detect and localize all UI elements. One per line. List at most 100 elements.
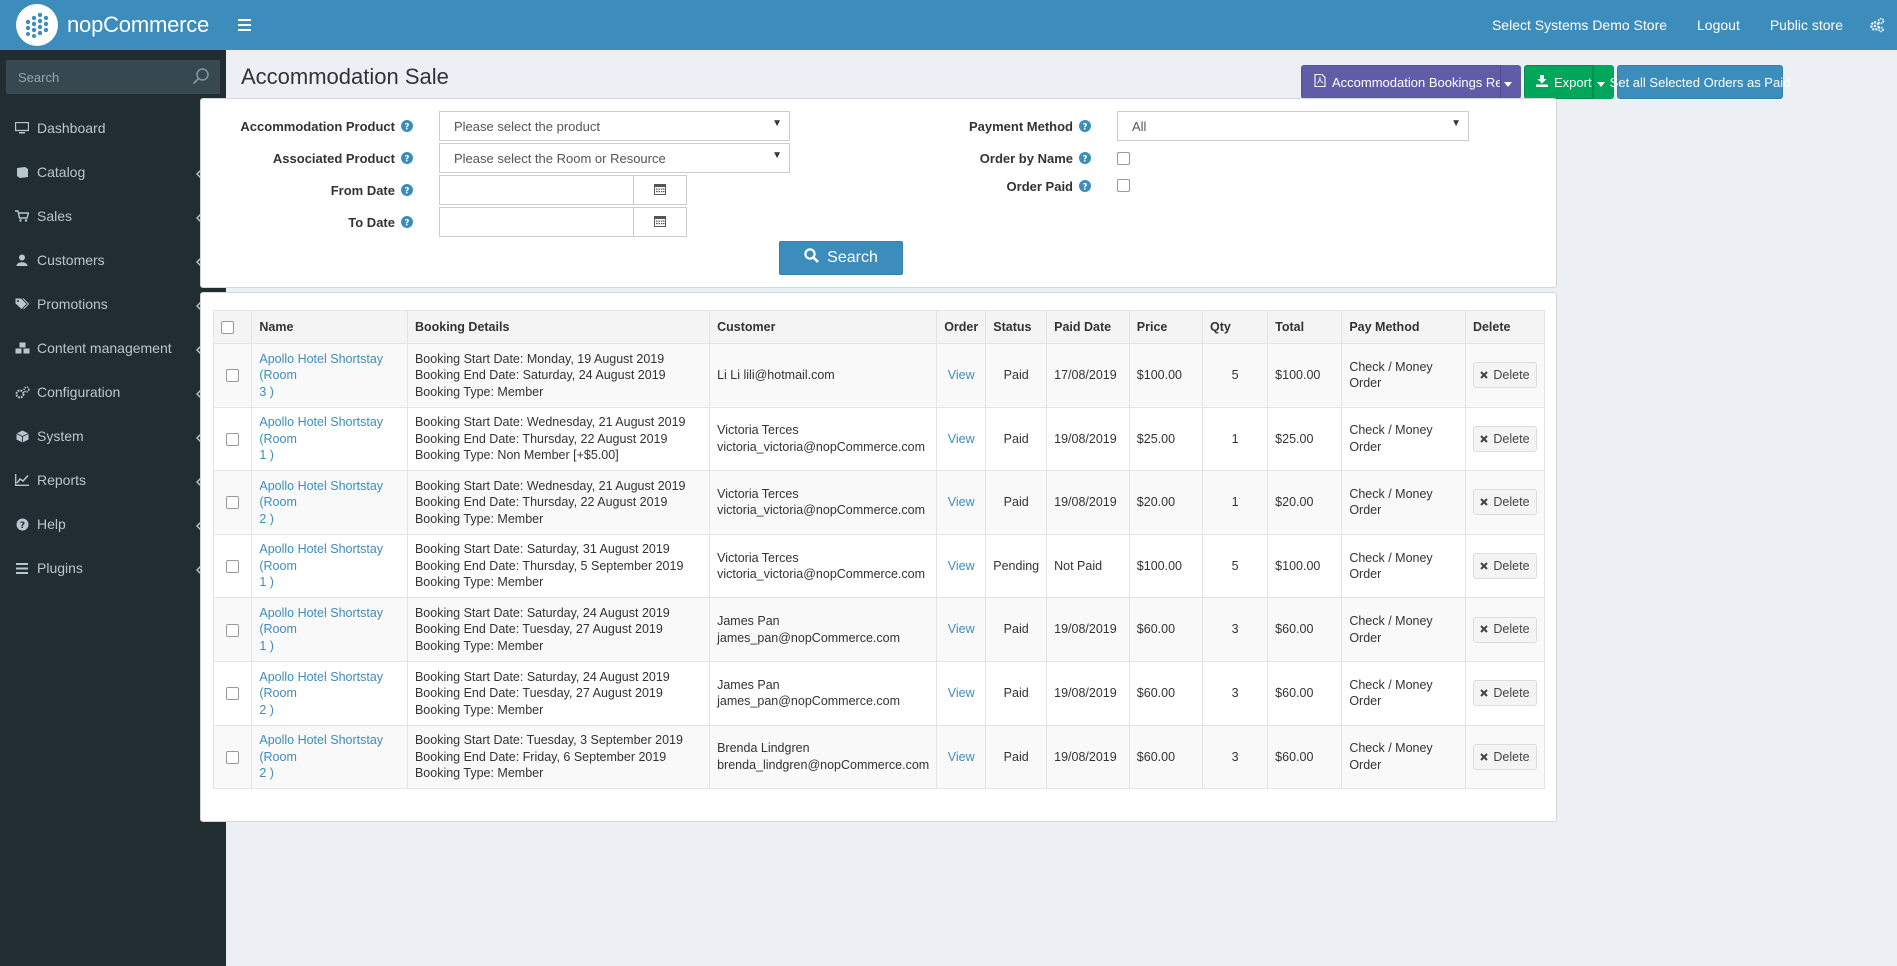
view-order-link[interactable]: View: [947, 622, 975, 637]
sidebar-item-dashboard[interactable]: Dashboard: [0, 106, 226, 150]
view-order-link[interactable]: View: [947, 495, 975, 510]
export-dropdown-toggle[interactable]: [1593, 65, 1614, 99]
accommodation-product-select[interactable]: Please select the product ▼: [439, 111, 790, 141]
product-name-link[interactable]: Apollo Hotel Shortstay (Room 2 ): [259, 670, 383, 717]
qty-cell: 3: [1201, 597, 1269, 662]
total-cell: $100.00: [1267, 533, 1343, 599]
customer-name: Brenda Lindgren: [717, 741, 810, 756]
delete-button[interactable]: Delete: [1472, 743, 1537, 770]
sidebar-toggle-button[interactable]: [238, 15, 256, 35]
select-value: Please select the Room or Resource: [454, 150, 666, 166]
row-checkbox[interactable]: [226, 750, 240, 764]
label-text: From Date: [330, 182, 395, 198]
sidebar-item-reports[interactable]: Reports: [0, 458, 226, 502]
product-name-link[interactable]: Apollo Hotel Shortstay (Room 1 ): [259, 415, 383, 462]
sidebar-item-sales[interactable]: Sales: [0, 194, 226, 238]
sidebar-item-configuration[interactable]: Configuration: [0, 370, 226, 414]
brand[interactable]: nopCommerce: [0, 0, 226, 50]
page-title: Accommodation Sale: [241, 64, 449, 89]
label-text: Associated Product: [272, 150, 395, 166]
search-icon[interactable]: [192, 67, 210, 88]
delete-cell: Delete: [1464, 660, 1546, 726]
associated-product-select[interactable]: Please select the Room or Resource ▼: [439, 143, 790, 173]
column-header-order[interactable]: Order: [936, 310, 987, 344]
view-order-link[interactable]: View: [947, 431, 975, 446]
from-date-input[interactable]: [439, 175, 634, 205]
delete-button[interactable]: Delete: [1472, 553, 1537, 580]
column-header-qty[interactable]: Qty: [1201, 310, 1269, 344]
set-selected-paid-button[interactable]: Set all Selected Orders as Paid: [1610, 65, 1790, 99]
close-icon: [1480, 431, 1493, 448]
help-icon[interactable]: ?: [401, 184, 413, 196]
caret-down-icon: ▼: [772, 118, 782, 129]
delete-button[interactable]: Delete: [1472, 425, 1537, 452]
view-order-link[interactable]: View: [947, 749, 975, 764]
help-icon[interactable]: ?: [401, 152, 413, 164]
report-dropdown-toggle[interactable]: [1500, 65, 1521, 99]
product-name-link[interactable]: Apollo Hotel Shortstay (Room 2 ): [259, 733, 383, 780]
delete-button[interactable]: Delete: [1472, 362, 1537, 389]
to-date-calendar-button[interactable]: [633, 207, 687, 237]
sidebar-item-help[interactable]: ? Help: [0, 502, 226, 546]
view-order-link[interactable]: View: [947, 368, 975, 383]
sidebar-item-promotions[interactable]: Promotions: [0, 282, 226, 326]
row-checkbox[interactable]: [226, 432, 240, 446]
delete-cell: Delete: [1464, 406, 1546, 472]
column-header-booking-details[interactable]: Booking Details: [406, 310, 711, 344]
row-checkbox[interactable]: [226, 560, 240, 574]
qty-cell: 3: [1201, 724, 1269, 790]
sidebar-search: [6, 60, 220, 94]
sidebar-item-content-management[interactable]: Content management: [0, 326, 226, 370]
public-store-link[interactable]: Public store: [1769, 17, 1843, 33]
help-icon[interactable]: ?: [1079, 152, 1091, 164]
row-checkbox[interactable]: [226, 687, 240, 701]
help-icon[interactable]: ?: [1079, 120, 1091, 132]
sidebar-item-customers[interactable]: Customers: [0, 238, 226, 282]
settings-gears-icon[interactable]: [1869, 17, 1885, 33]
product-name-line1: Apollo Hotel Shortstay (Room: [259, 415, 384, 446]
order-paid-checkbox[interactable]: [1117, 179, 1130, 192]
sidebar-item-plugins[interactable]: Plugins: [0, 546, 226, 590]
column-header-total[interactable]: Total: [1267, 310, 1343, 344]
row-checkbox[interactable]: [226, 496, 240, 510]
product-name-link[interactable]: Apollo Hotel Shortstay (Room 2 ): [259, 479, 383, 526]
column-header-customer[interactable]: Customer: [709, 310, 938, 344]
product-name-link[interactable]: Apollo Hotel Shortstay (Room 1 ): [259, 542, 383, 589]
help-icon[interactable]: ?: [401, 120, 413, 132]
accommodation-bookings-report-button[interactable]: Accommodation Bookings Report: [1301, 65, 1525, 99]
help-icon[interactable]: ?: [401, 216, 413, 228]
column-header-name[interactable]: Name: [251, 310, 408, 344]
column-header-price[interactable]: Price: [1128, 310, 1203, 344]
payment-method-select[interactable]: All ▼: [1117, 111, 1469, 141]
row-checkbox[interactable]: [226, 369, 240, 383]
column-header-pay-method[interactable]: Pay Method: [1341, 310, 1466, 344]
view-order-link[interactable]: View: [947, 686, 975, 701]
qty-cell: 5: [1201, 533, 1269, 599]
sidebar-item-catalog[interactable]: Catalog: [0, 150, 226, 194]
row-select-cell: [212, 660, 253, 726]
search-button[interactable]: Search: [779, 241, 903, 275]
select-all-checkbox[interactable]: [221, 321, 234, 335]
order-by-name-checkbox[interactable]: [1117, 152, 1130, 165]
close-icon: [1480, 494, 1493, 511]
sidebar-search-input[interactable]: [6, 60, 176, 94]
store-name-link[interactable]: Select Systems Demo Store: [1491, 17, 1668, 33]
svg-text:?: ?: [405, 122, 410, 132]
top-nav: Select Systems Demo Store Logout Public …: [1492, 0, 1897, 50]
column-header-status[interactable]: Status: [985, 310, 1048, 344]
delete-button[interactable]: Delete: [1472, 680, 1537, 707]
to-date-input[interactable]: [439, 207, 634, 237]
from-date-calendar-button[interactable]: [633, 175, 687, 205]
logout-link[interactable]: Logout: [1697, 17, 1740, 33]
help-icon[interactable]: ?: [1079, 180, 1091, 192]
row-checkbox[interactable]: [226, 623, 240, 637]
product-name-link[interactable]: Apollo Hotel Shortstay (Room 3 ): [259, 352, 383, 399]
export-button[interactable]: Export: [1524, 65, 1593, 99]
view-order-link[interactable]: View: [947, 558, 975, 573]
column-header-paid-date[interactable]: Paid Date: [1046, 310, 1130, 344]
delete-button[interactable]: Delete: [1472, 616, 1537, 643]
qty-cell: 1: [1201, 470, 1269, 535]
sidebar-item-system[interactable]: System: [0, 414, 226, 458]
delete-button[interactable]: Delete: [1472, 489, 1537, 516]
product-name-link[interactable]: Apollo Hotel Shortstay (Room 1 ): [259, 606, 383, 653]
